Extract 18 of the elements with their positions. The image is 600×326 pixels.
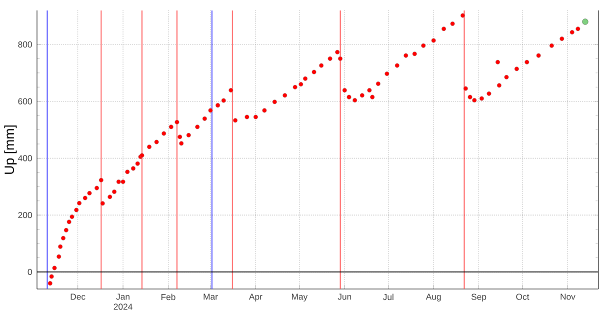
y-tick-label: 600 (18, 98, 32, 104)
x-tick-label: Oct (516, 294, 530, 300)
x-tick-label: Feb (161, 294, 176, 300)
x-tick-label: Sep (471, 294, 486, 302)
x-tick-label: Dec (70, 294, 86, 300)
x-tick-label: Jun (338, 294, 352, 300)
x-tick-label: May (292, 294, 308, 302)
y-tick-label: 800 (18, 41, 32, 48)
y-tick-label: 0 (28, 268, 32, 276)
y-tick-label: 400 (18, 155, 32, 162)
x-tick-label: Nov (560, 294, 576, 300)
x-tick-label: Mar (204, 294, 218, 300)
x-tick-label: Jan 2024 (114, 294, 132, 310)
y-tick-label: 200 (18, 212, 32, 218)
x-tick-label: Jul (382, 294, 394, 300)
y-axis-title: Up [mm] (4, 125, 17, 174)
x-tick-label: Apr (248, 294, 262, 302)
x-tick-label: Aug (426, 294, 441, 302)
